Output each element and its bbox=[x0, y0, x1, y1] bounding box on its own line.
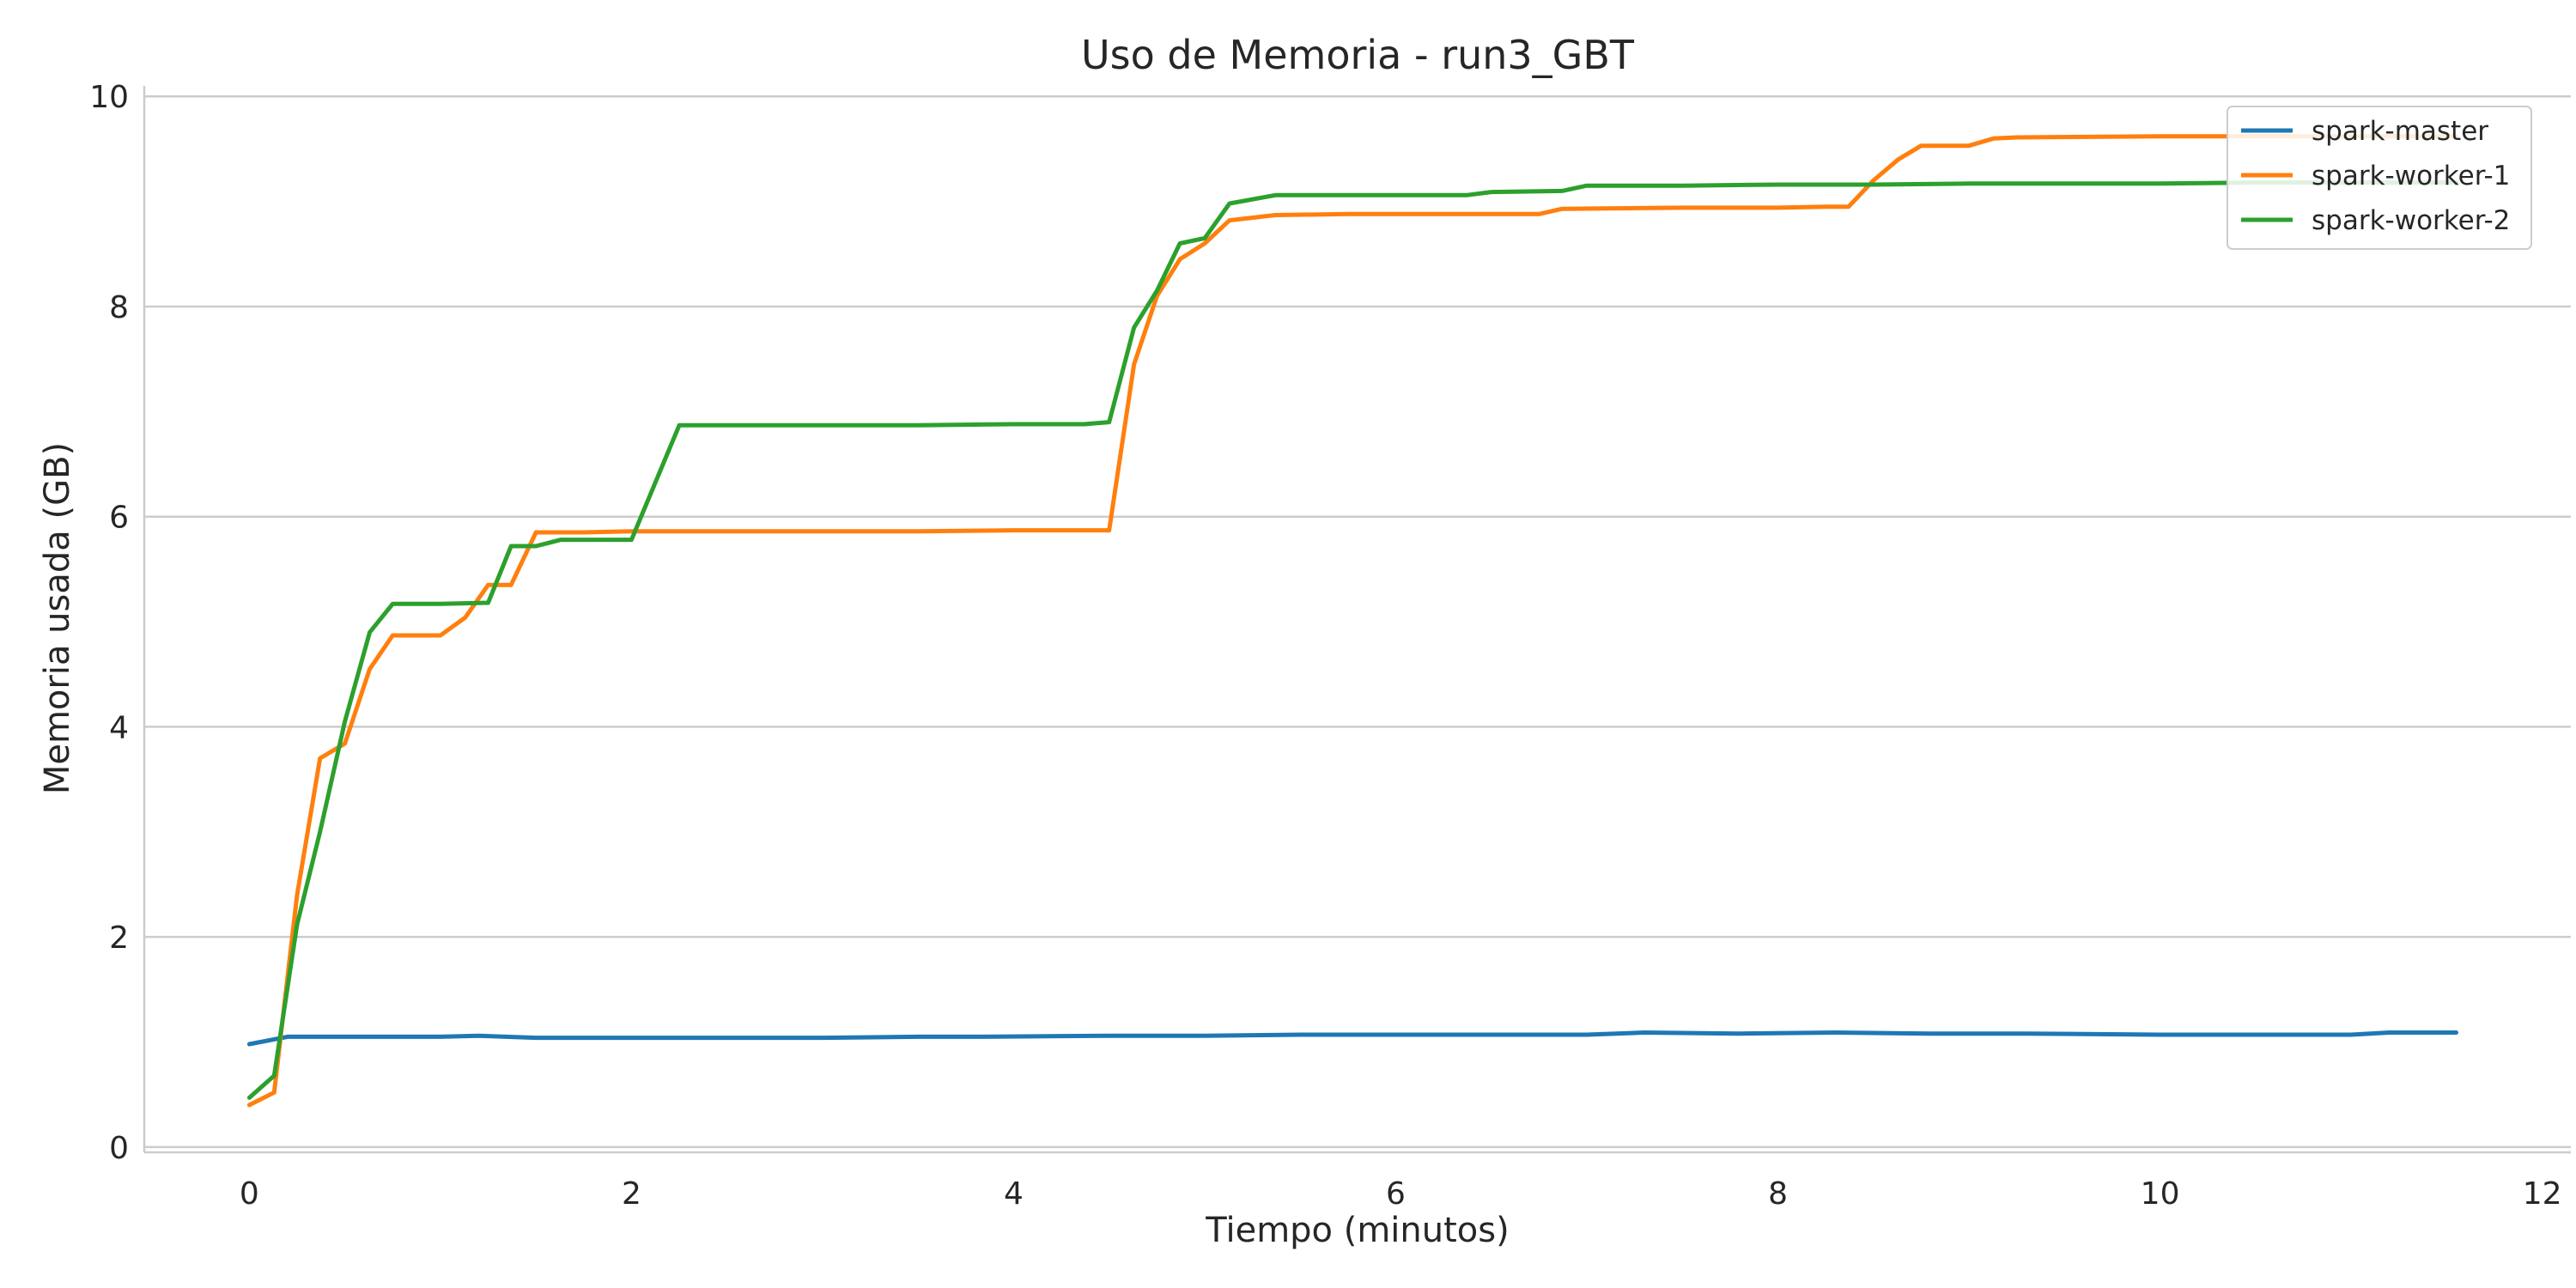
axes: 0 2 4 6 8 10 0 2 4 6 8 10 12 bbox=[89, 80, 2571, 1212]
series-line-spark-worker-1 bbox=[246, 134, 2458, 1108]
series-lines bbox=[246, 134, 2458, 1108]
legend-label-spark-master: spark-master bbox=[2312, 116, 2488, 147]
y-tick-label: 0 bbox=[109, 1131, 129, 1166]
y-tick-label: 4 bbox=[109, 710, 129, 745]
x-axis-label: Tiempo (minutos) bbox=[1205, 1211, 1509, 1250]
y-axis-label: Memoria usada (GB) bbox=[38, 442, 77, 794]
x-tick-label: 10 bbox=[2141, 1176, 2180, 1212]
gridlines bbox=[144, 94, 2571, 1149]
y-tick-label: 10 bbox=[89, 80, 129, 115]
y-tick-label: 2 bbox=[109, 920, 129, 956]
y-tick-label: 8 bbox=[109, 290, 129, 325]
x-tick-label: 12 bbox=[2523, 1176, 2562, 1212]
x-tick-label: 6 bbox=[1386, 1176, 1406, 1212]
chart-title: Uso de Memoria - run3_GBT bbox=[1081, 32, 1635, 78]
legend-label-spark-worker-2: spark-worker-2 bbox=[2312, 205, 2510, 236]
series-line-spark-master bbox=[246, 1030, 2458, 1047]
y-tick-label: 6 bbox=[109, 501, 129, 536]
legend: spark-master spark-worker-1 spark-worker-2 bbox=[2227, 106, 2532, 250]
x-tick-label: 8 bbox=[1768, 1176, 1788, 1212]
legend-label-spark-worker-1: spark-worker-1 bbox=[2312, 161, 2510, 191]
x-tick-label: 0 bbox=[240, 1176, 259, 1212]
series-line-spark-worker-2 bbox=[246, 180, 2458, 1100]
x-tick-label: 4 bbox=[1004, 1176, 1024, 1212]
x-tick-label: 2 bbox=[622, 1176, 641, 1212]
legend-box bbox=[2227, 106, 2532, 250]
